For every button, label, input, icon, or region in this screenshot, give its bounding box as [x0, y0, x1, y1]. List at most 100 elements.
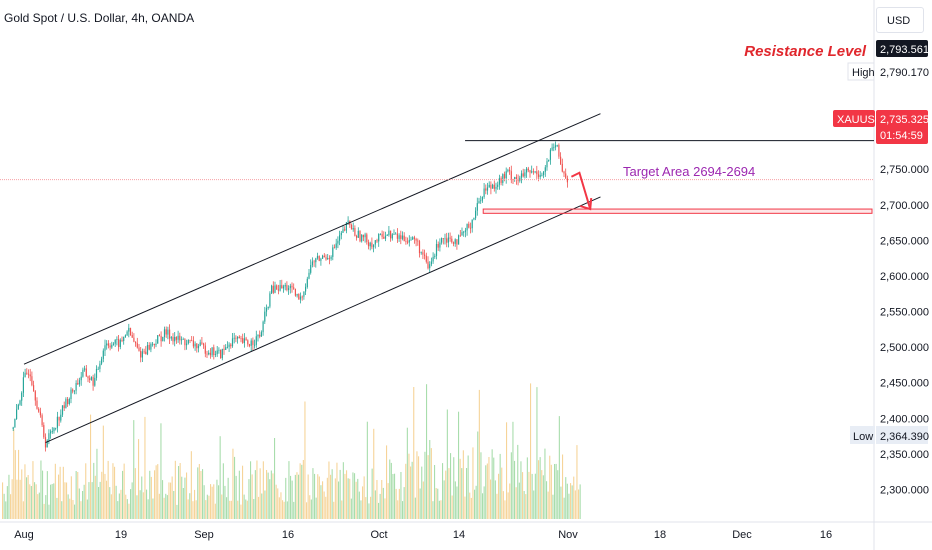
volume-bar [328, 461, 330, 519]
candle-body [386, 235, 388, 236]
volume-bar [312, 468, 314, 519]
volume-bar [256, 460, 258, 519]
candle-body [99, 363, 101, 369]
volume-bar [192, 501, 194, 519]
candle-body [468, 223, 470, 228]
volume-bar [162, 480, 164, 519]
volume-bar [86, 499, 88, 519]
volume-bar [46, 471, 48, 519]
candle-body [257, 334, 259, 337]
candle-body [543, 171, 545, 175]
candle-body [415, 238, 417, 241]
candle-body [383, 236, 385, 239]
candle-body [208, 352, 210, 355]
candle-body [206, 353, 208, 355]
volume-bar [138, 439, 140, 519]
volume-bar [523, 491, 525, 519]
candle-body [400, 235, 402, 239]
volume-bar [326, 477, 328, 519]
volume-bar [72, 500, 74, 519]
candle-body [61, 405, 64, 415]
candle-body [560, 156, 562, 164]
volume-bar [429, 440, 431, 519]
y-tick-label: 2,550.000 [880, 307, 929, 319]
candle-body [316, 256, 319, 259]
candle-body [230, 344, 232, 347]
volume-bar [264, 490, 266, 519]
candle-body [211, 347, 213, 356]
volume-bar [485, 465, 487, 519]
volume-bar [62, 466, 64, 519]
candle-body [119, 339, 121, 347]
volume-bar [421, 466, 423, 519]
candle-body [430, 261, 432, 265]
candle-body [418, 241, 421, 254]
candle-body [412, 237, 414, 240]
volume-bar [565, 477, 567, 519]
volume-bar [110, 494, 112, 519]
volume-bar [293, 501, 295, 519]
candle-body [272, 285, 274, 293]
candle-body [384, 235, 387, 239]
volume-bar [22, 501, 24, 519]
volume-bar [568, 493, 570, 519]
candle-body [29, 374, 31, 377]
volume-bar [549, 455, 551, 519]
volume-bar [54, 463, 56, 519]
candle-body [214, 354, 217, 355]
volume-bar [430, 448, 432, 519]
volume-bar [456, 486, 458, 519]
volume-bar [229, 500, 231, 519]
volume-bar [5, 501, 7, 519]
volume-bar [21, 469, 23, 519]
volume-bar [504, 500, 506, 519]
candle-body [38, 408, 40, 412]
volume-bar [442, 463, 444, 519]
candle-body [476, 203, 478, 211]
volume-bar [253, 499, 255, 519]
volume-bar [518, 482, 520, 519]
volume-bar [344, 473, 346, 519]
candle-body [371, 242, 373, 248]
candle-body [182, 339, 184, 340]
volume-bar [10, 494, 12, 519]
candle-body [39, 411, 41, 416]
candle-body [558, 145, 560, 157]
volume-bar [184, 477, 186, 519]
candle-body [140, 351, 142, 358]
candle-body [138, 347, 140, 351]
volume-bar [579, 484, 581, 519]
volume-bar [536, 387, 538, 519]
volume-bar [304, 401, 306, 519]
candle-body [78, 380, 81, 385]
currency-button[interactable]: USD [876, 7, 924, 33]
volume-bar [339, 469, 341, 519]
candle-body [524, 172, 526, 177]
candle-body [347, 220, 349, 223]
volume-bar [336, 462, 338, 519]
volume-bar [131, 482, 133, 519]
volume-bar [133, 420, 135, 519]
volume-bar [118, 493, 120, 519]
candle-body [301, 296, 303, 298]
candle-body [197, 345, 200, 349]
volume-bar [395, 488, 397, 519]
y-tick-label: 2,450.000 [880, 378, 929, 390]
volume-bar [120, 489, 122, 519]
volume-bar [389, 459, 391, 519]
candle-body [12, 427, 14, 429]
candle-body [179, 335, 181, 341]
candle-body [148, 345, 150, 350]
candle-body [376, 240, 378, 242]
candle-body [279, 285, 281, 291]
volume-bar [48, 504, 50, 519]
volume-bar [150, 476, 152, 519]
candle-body [354, 228, 356, 236]
candle-body [473, 218, 475, 220]
volume-bar [2, 482, 4, 519]
volume-bar [58, 474, 60, 519]
volume-bar [414, 497, 416, 519]
candle-body [318, 256, 320, 261]
candle-body [58, 416, 60, 421]
